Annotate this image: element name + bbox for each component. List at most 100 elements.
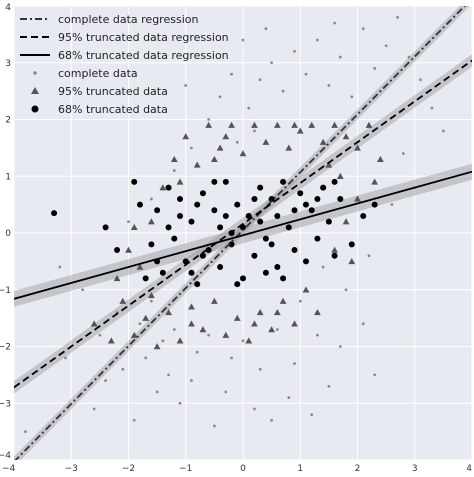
point-0-70 <box>241 38 245 42</box>
point-1-22 <box>159 184 167 191</box>
point-0-17 <box>327 384 331 388</box>
x-tick-label-0: −4 <box>2 464 16 472</box>
point-2-34 <box>320 184 327 191</box>
legend-entry-1: 95% truncated data regression <box>20 31 229 44</box>
point-0-24 <box>195 350 199 354</box>
point-2-45 <box>257 218 264 225</box>
point-1-56 <box>348 257 356 265</box>
point-0-71 <box>264 27 268 31</box>
point-0-35 <box>127 220 130 224</box>
point-1-12 <box>233 314 241 321</box>
point-2-56 <box>102 224 109 231</box>
point-2-5 <box>154 207 161 214</box>
point-0-69 <box>184 84 188 87</box>
grid <box>13 5 473 461</box>
legend-label: 68% truncated data regression <box>58 49 229 62</box>
point-0-33 <box>361 322 365 326</box>
legend-entry-3: complete data <box>33 67 138 80</box>
point-1-43 <box>342 218 350 225</box>
point-1-55 <box>371 178 379 185</box>
point-0-1 <box>64 356 67 360</box>
legend-label: complete data regression <box>58 13 198 26</box>
x-tick-label-5: 1 <box>297 464 303 472</box>
point-0-13 <box>253 407 256 411</box>
point-1-47 <box>130 223 138 231</box>
point-1-52 <box>176 178 184 185</box>
point-2-13 <box>199 190 206 197</box>
point-0-68 <box>58 265 62 269</box>
point-0-6 <box>144 356 148 360</box>
point-2-18 <box>228 241 235 248</box>
point-2-50 <box>222 212 229 219</box>
point-0-65 <box>344 288 348 292</box>
point-0-73 <box>253 129 256 133</box>
point-1-33 <box>285 144 293 151</box>
point-0-58 <box>430 106 434 110</box>
point-2-24 <box>262 235 269 242</box>
point-0-31 <box>316 333 319 337</box>
point-0-8 <box>167 373 170 377</box>
point-0-20 <box>138 322 142 326</box>
regression-line-1 <box>14 59 472 389</box>
point-1-10 <box>210 297 218 304</box>
legend-entry-5: 68% truncated data <box>31 103 168 116</box>
point-1-40 <box>365 121 373 128</box>
point-1-29 <box>239 150 247 157</box>
point-2-23 <box>257 184 264 191</box>
point-2-47 <box>302 201 309 208</box>
point-0-37 <box>172 169 176 172</box>
legend-entry-0: complete data regression <box>20 13 198 26</box>
point-2-4 <box>148 241 155 248</box>
point-2-12 <box>194 281 201 288</box>
point-2-44 <box>234 281 241 288</box>
point-2-31 <box>302 258 309 265</box>
point-0-0 <box>24 430 27 434</box>
point-0-28 <box>258 367 262 371</box>
point-0-61 <box>401 152 405 155</box>
point-1-34 <box>296 127 304 134</box>
point-1-38 <box>342 133 350 140</box>
point-1-30 <box>251 121 258 128</box>
point-2-29 <box>291 247 298 254</box>
point-1-53 <box>222 133 230 140</box>
point-2-2 <box>114 247 121 254</box>
point-2-52 <box>291 207 298 214</box>
x-tick-label-7: 3 <box>412 464 418 472</box>
point-1-50 <box>325 161 333 168</box>
point-0-44 <box>270 61 274 65</box>
point-0-14 <box>270 418 274 422</box>
point-0-55 <box>396 15 399 19</box>
point-0-54 <box>384 44 388 48</box>
confidence-band-0 <box>14 6 470 460</box>
y-tick-label-1: −3 <box>0 399 11 409</box>
point-1-28 <box>228 121 235 128</box>
point-0-39 <box>207 118 211 121</box>
point-0-34 <box>373 373 377 377</box>
point-2-22 <box>251 252 258 259</box>
point-1-54 <box>291 121 298 128</box>
point-1-9 <box>199 326 207 333</box>
point-2-48 <box>199 252 206 259</box>
legend-label: 68% truncated data <box>58 103 168 116</box>
point-2-38 <box>348 241 355 248</box>
y-tick-label-6: 2 <box>5 116 11 126</box>
point-2-26 <box>274 264 281 271</box>
point-0-67 <box>81 288 85 292</box>
point-0-26 <box>230 356 233 360</box>
point-1-6 <box>165 309 172 316</box>
point-1-48 <box>188 320 195 327</box>
point-1-36 <box>319 138 327 145</box>
legend-triangle-swatch <box>31 87 39 94</box>
point-2-60 <box>194 201 201 208</box>
regression-line-2 <box>14 170 472 300</box>
point-1-14 <box>256 309 264 316</box>
y-tick-label-8: 4 <box>5 3 11 13</box>
point-2-19 <box>234 201 241 208</box>
point-1-26 <box>205 121 213 128</box>
point-1-18 <box>302 286 310 293</box>
x-tick-label-3: −1 <box>179 464 192 472</box>
point-2-27 <box>280 178 287 185</box>
point-0-51 <box>350 95 354 99</box>
x-tick-label-1: −3 <box>65 464 78 472</box>
point-0-46 <box>293 50 296 53</box>
